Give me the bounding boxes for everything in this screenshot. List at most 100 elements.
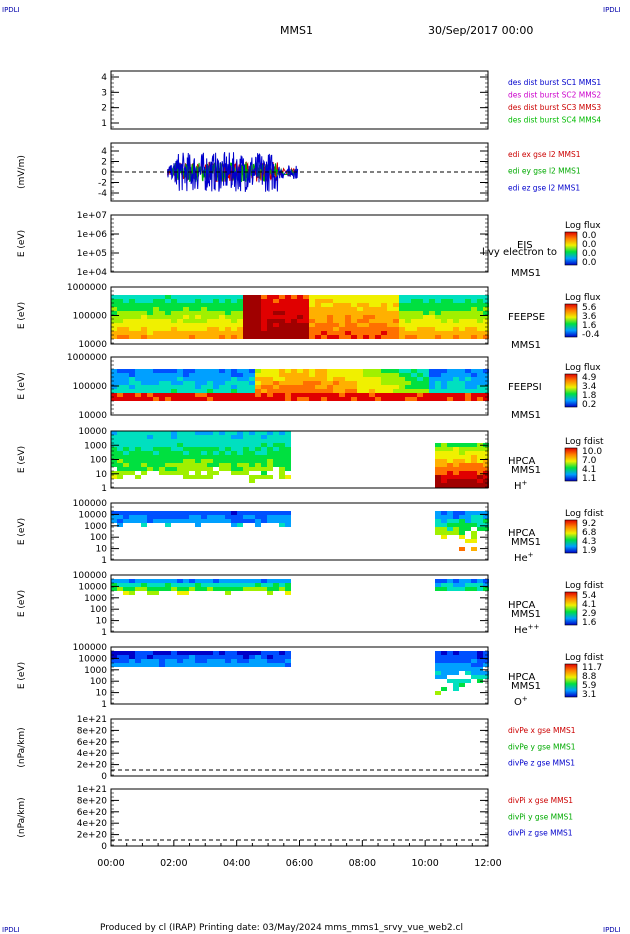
colorbar-tick: 1.9 [582, 546, 597, 556]
xtick-label: 00:00 [97, 858, 124, 869]
colorbar-tick: 5.4 [582, 591, 597, 601]
colorbar-tick: 10.0 [582, 447, 602, 457]
ytick-label: 1 [101, 556, 107, 566]
frame [110, 70, 489, 130]
ytick-label: 1 [101, 119, 107, 129]
spacecraft-label: MMS1 [511, 681, 541, 692]
legend-entry: edi ez gse l2 MMS1 [508, 183, 580, 192]
colorbar-tick: 3.1 [582, 690, 596, 700]
ytick-label: 8e+20 [77, 726, 108, 736]
ytick-label: 4 [101, 73, 107, 83]
ytick-label: 100000 [73, 382, 108, 392]
ytick-label: 1000000 [67, 283, 107, 293]
colorbar-tick: 1.8 [582, 391, 597, 401]
yticks: 1000000 100000 10000 [67, 283, 488, 350]
ylabel: E (eV) [17, 446, 27, 473]
legend-entry: des dist burst SC1 MMS1 [508, 78, 601, 87]
xtick-label: 08:00 [349, 858, 376, 869]
ytick-label: 1e+21 [77, 715, 107, 725]
colorbar-title: Log fdist [565, 581, 604, 591]
instrument-label: HPCA [508, 456, 536, 467]
ylabel: E (eV) [17, 230, 27, 257]
frame [110, 502, 489, 561]
legend-entry: divPi x gse MMS1 [508, 796, 573, 805]
ytick-label: 100 [90, 677, 107, 687]
ytick-label: 10 [96, 617, 108, 627]
overlay-text: l vy electron to [482, 247, 557, 258]
legend-entry: edi ex gse l2 MMS1 [508, 150, 581, 159]
colorbar-tick: 4.1 [582, 465, 596, 475]
header-spacecraft: MMS1 [280, 24, 313, 37]
colorbar-tick: 4.9 [582, 373, 597, 383]
ytick-label: 10 [96, 545, 108, 555]
colorbar-title: Log fdist [565, 509, 604, 519]
colorbar-tick: 7.0 [582, 456, 597, 466]
instrument-label: EIS [517, 240, 533, 251]
ytick-label: 8e+20 [77, 796, 108, 806]
xtick-label: 04:00 [223, 858, 250, 869]
colorbar-tick: 11.7 [582, 663, 602, 673]
ytick-label: 4 [101, 147, 107, 157]
ylabel: (nPa/km) [17, 797, 27, 837]
legend-entry: edi ey gse l2 MMS1 [508, 167, 581, 176]
colorbar-tick: 1.6 [582, 618, 597, 628]
colorbar [564, 231, 578, 266]
ytick-label: 0 [101, 842, 107, 852]
colorbar-tick: 2.9 [582, 609, 597, 619]
colorbar-tick: 6.8 [582, 528, 597, 538]
instrument-label: HPCA [508, 528, 536, 539]
spacecraft-label: MMS1 [511, 410, 541, 421]
spacecraft-label: MMS1 [511, 268, 541, 279]
yticks: 10000 1000 100 10 1 [78, 427, 488, 494]
ytick-label: 4e+20 [77, 749, 108, 759]
colorbar [564, 591, 578, 626]
colorbar-tick: 1.1 [582, 474, 596, 484]
header-date: 30/Sep/2017 00:00 [428, 24, 533, 37]
ytick-label: 1000 [84, 522, 107, 532]
corner-label-top-right: IPDLI [603, 6, 621, 14]
colorbar-tick: 3.4 [582, 382, 597, 392]
edi-trace-2 [167, 152, 299, 192]
ytick-label: 1000 [84, 594, 107, 604]
ytick-label: 100000 [73, 571, 108, 581]
ytick-label: 10000 [78, 340, 107, 350]
ytick-label: -2 [98, 179, 107, 189]
colorbar [564, 303, 578, 338]
ylabel: E (eV) [17, 590, 27, 617]
ytick-label: 6e+20 [77, 808, 108, 818]
ytick-label: 0 [101, 168, 107, 178]
ytick-label: 10000 [78, 427, 107, 437]
ytick-label: 10 [96, 470, 108, 480]
xtick-label: 12:00 [474, 858, 501, 869]
ytick-label: 4e+20 [77, 819, 108, 829]
instrument-label: HPCA [508, 672, 536, 683]
colorbar-tick: 0.0 [582, 240, 597, 250]
colorbar-title: Log fdist [565, 653, 604, 663]
colorbar [564, 447, 578, 482]
colorbar-tick: 0.0 [582, 231, 597, 241]
ytick-label: 1e+05 [77, 249, 107, 259]
colorbar-title: Log flux [565, 221, 601, 231]
colorbar-title: Log flux [565, 293, 601, 303]
colorbar [564, 373, 578, 408]
ytick-label: 2e+20 [77, 761, 108, 771]
colorbar-tick: 4.1 [582, 600, 596, 610]
corner-label-bottom-right: IPDLI [603, 926, 621, 934]
ytick-label: 3 [101, 88, 107, 98]
yticks: 1e+07 1e+06 1e+05 1e+04 [77, 211, 488, 278]
spacecraft-label: MMS1 [511, 537, 541, 548]
colorbar-title: Log fdist [565, 437, 604, 447]
frame [110, 574, 489, 633]
frame [110, 646, 489, 705]
colorbar [564, 519, 578, 554]
ytick-label: 1 [101, 628, 107, 638]
ylabel: E (eV) [17, 302, 27, 329]
species-label: He+ [514, 551, 534, 564]
